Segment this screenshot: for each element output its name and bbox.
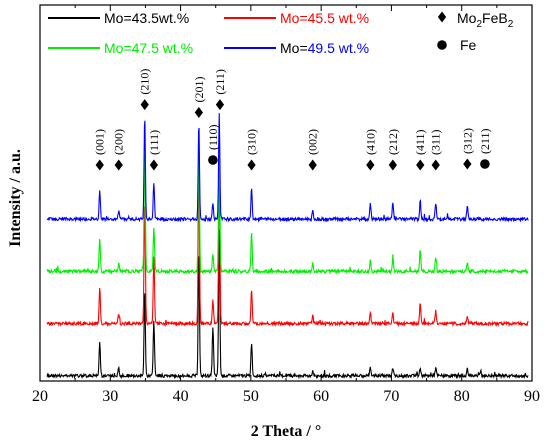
peak-annotation: (312) [460, 128, 474, 170]
peak-annotation: (002) [306, 129, 320, 171]
legend-label-prefix: Mo= [280, 10, 308, 26]
series-line-4 [46, 113, 529, 223]
legend-label: Mo=49.5 wt.% [280, 40, 369, 56]
legend-label: Mo=45.5 wt.% [280, 10, 369, 26]
diamond-marker [247, 159, 256, 171]
peak-annotation: (210) [138, 69, 152, 111]
legend-label-value: 43.5wt.% [132, 10, 190, 26]
phase-label-fe: Fe [460, 37, 477, 53]
circle-marker [480, 159, 490, 169]
peak-hkl-label: (310) [245, 129, 259, 155]
legend-label-prefix: Mo= [280, 40, 308, 56]
legend-label-value: 49.5 wt.% [308, 40, 369, 56]
diamond-marker [140, 99, 149, 111]
peak-annotation: (212) [386, 129, 400, 171]
phase-label-mo2feb2: Mo2FeB2 [457, 10, 514, 30]
peak-annotation: (200) [112, 129, 126, 171]
diamond-marker [149, 159, 158, 171]
peak-annotations: (001) (200) (210) (111) (201) (110) (211) (310)… [93, 69, 492, 171]
series-line-1 [46, 229, 529, 380]
circle-marker [208, 155, 218, 165]
circle-marker [437, 40, 447, 50]
peak-hkl-label: (111) [147, 130, 161, 155]
peak-annotation: (410) [363, 129, 377, 171]
diamond-marker [463, 158, 472, 170]
peak-annotation: (201) [192, 77, 206, 118]
x-tick-label: 70 [383, 388, 399, 405]
peak-annotation: (211) [213, 69, 227, 111]
legend-label-value: 47.5 wt.% [132, 40, 193, 56]
peak-hkl-label: (311) [429, 129, 443, 155]
legend: Mo=43.5wt.% Mo=45.5 wt.%Mo=47.5 wt.% Mo=49… [48, 10, 514, 56]
peak-hkl-label: (312) [460, 128, 474, 154]
peak-hkl-label: (001) [93, 129, 107, 155]
x-tick-label: 60 [313, 388, 329, 405]
peak-hkl-label: (210) [138, 69, 152, 95]
legend-label-prefix: Mo= [104, 40, 132, 56]
series-layer [46, 113, 529, 380]
x-tick-label: 80 [454, 388, 470, 405]
peak-hkl-label: (201) [192, 77, 206, 103]
legend-label-prefix: Mo= [104, 10, 132, 26]
phase-label-sub: 2 [476, 19, 482, 30]
peak-annotation: (110) [206, 124, 220, 165]
x-tick-label: 40 [173, 388, 189, 405]
peak-annotation: (310) [245, 129, 259, 171]
peak-annotation: (411) [413, 129, 427, 171]
x-tick-label: 50 [243, 388, 259, 405]
diamond-marker [308, 159, 317, 171]
legend-entry: Mo=49.5 wt.% [224, 40, 369, 56]
peak-hkl-label: (211) [478, 128, 492, 154]
legend-entry: Mo=47.5 wt.% [48, 40, 193, 56]
peak-hkl-label: (411) [413, 129, 427, 155]
legend-label: Mo=47.5 wt.% [104, 40, 193, 56]
peak-hkl-label: (110) [206, 124, 220, 150]
diamond-marker [366, 159, 375, 171]
phase-label-sub: 2 [508, 19, 514, 30]
diamond-marker [114, 159, 123, 171]
phase-label-part: Mo [457, 10, 477, 26]
diamond-marker [194, 107, 203, 118]
x-tick-label: 90 [524, 388, 540, 405]
diamond-marker [416, 159, 425, 171]
legend-label: Mo=43.5wt.% [104, 10, 189, 26]
peak-hkl-label: (200) [112, 129, 126, 155]
peak-hkl-label: (002) [306, 129, 320, 155]
legend-entry: Mo=43.5wt.% [48, 10, 189, 26]
series-line-2 [46, 160, 529, 328]
peak-annotation: (001) [93, 129, 107, 171]
y-axis-title: Intensity / a.u. [7, 149, 24, 247]
peak-hkl-label: (212) [386, 129, 400, 155]
ticks-layer: 20 30 40 50 60 70 80 90 [32, 5, 540, 405]
diamond-marker [95, 159, 104, 171]
peak-annotation: (111) [147, 130, 161, 171]
x-tick-label: 20 [32, 388, 48, 405]
legend-label-value: 45.5 wt.% [308, 10, 369, 26]
diamond-marker [437, 11, 447, 23]
diamond-marker [388, 159, 397, 171]
series-line-3 [46, 140, 529, 275]
peak-annotation: (311) [429, 129, 443, 171]
legend-entry: Mo=45.5 wt.% [224, 10, 369, 26]
x-axis-title: 2 Theta / ° [251, 423, 322, 440]
peak-annotation: (211) [478, 128, 492, 169]
peak-hkl-label: (211) [213, 69, 227, 95]
phase-label-part: FeB [482, 10, 508, 26]
peak-hkl-label: (410) [363, 129, 377, 155]
diamond-marker [215, 99, 225, 111]
x-tick-label: 30 [102, 388, 118, 405]
diamond-marker [431, 159, 440, 171]
